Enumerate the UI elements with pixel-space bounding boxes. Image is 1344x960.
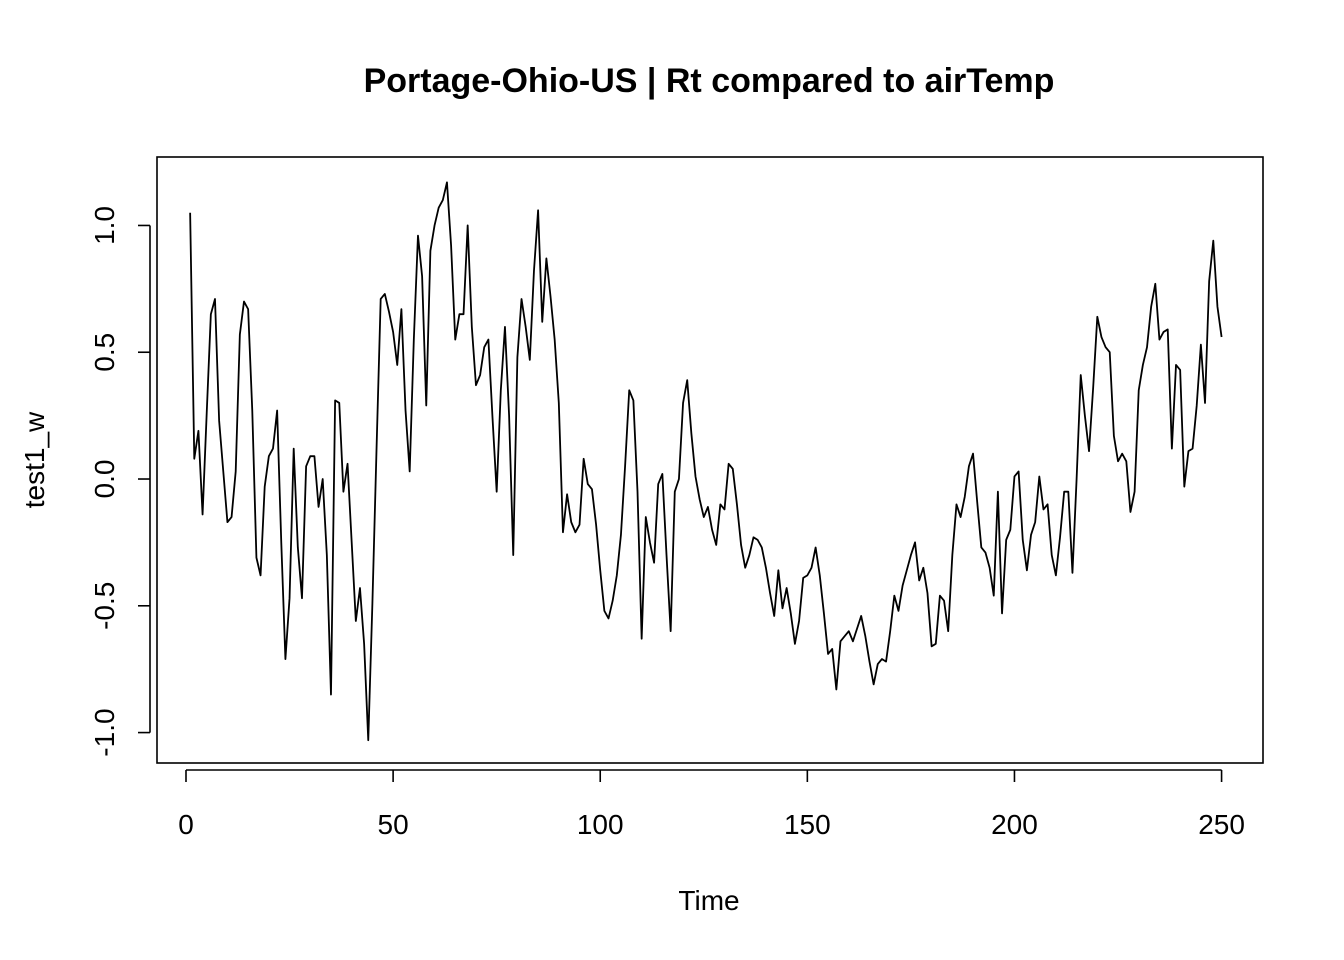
- x-axis: 0 50 100 150 200 250: [178, 769, 1245, 840]
- y-tick-label: -0.5: [89, 582, 120, 630]
- x-tick-label: 50: [378, 809, 409, 840]
- y-axis-label: test1_w: [19, 411, 50, 508]
- chart-title: Portage-Ohio-US | Rt compared to airTemp: [364, 62, 1055, 100]
- y-tick-label: 0.5: [89, 333, 120, 372]
- x-axis-label: Time: [678, 885, 739, 916]
- plot-frame: [156, 156, 1264, 764]
- series-line: [189, 181, 1223, 742]
- x-tick-label: 100: [577, 809, 624, 840]
- y-tick-label: 1.0: [89, 206, 120, 245]
- x-tick-label: 150: [784, 809, 831, 840]
- y-tick-label: -1.0: [89, 708, 120, 756]
- y-axis: -1.0 -0.5 0.0 0.5 1.0: [89, 206, 151, 757]
- x-tick-label: 250: [1198, 809, 1245, 840]
- x-tick-label: 0: [178, 809, 194, 840]
- y-tick-label: 0.0: [89, 460, 120, 499]
- x-tick-label: 200: [991, 809, 1038, 840]
